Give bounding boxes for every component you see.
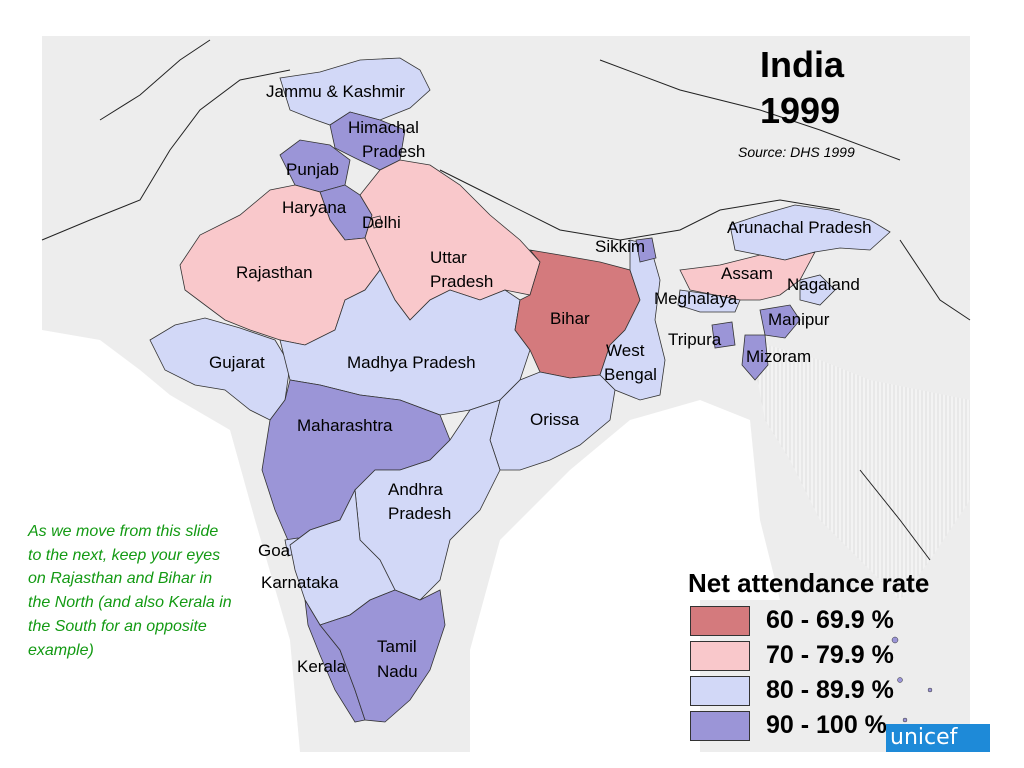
label-tripura: Tripura	[668, 330, 722, 349]
islands	[891, 636, 933, 723]
label-andhra-2: Pradesh	[388, 504, 452, 523]
label-west-2: Bengal	[604, 365, 657, 384]
state-sikkim[interactable]	[635, 237, 657, 263]
label-tamil-1: Tamil	[377, 637, 417, 656]
state-jammu-kashmir[interactable]	[279, 57, 431, 126]
label-karnataka: Karnataka	[261, 573, 339, 592]
label-andhra-1: Andhra	[388, 480, 443, 499]
legend-swatch	[690, 711, 750, 741]
state-meghalaya[interactable]	[677, 289, 741, 313]
map-title-line2: 1999	[760, 90, 841, 131]
label-himachal-2: Pradesh	[362, 142, 426, 161]
label-himachal-1: Himachal	[348, 118, 419, 137]
label-tamil-2: Nadu	[377, 662, 418, 681]
label-haryana: Haryana	[282, 198, 347, 217]
label-goa: Goa	[258, 541, 291, 560]
state-manipur[interactable]	[759, 304, 801, 339]
unicef-logo: unicef	[886, 724, 990, 752]
label-maharashtra: Maharashtra	[297, 416, 393, 435]
legend-label: 60 - 69.9 %	[766, 606, 894, 634]
arabian-sea	[42, 330, 300, 752]
commentary-note: As we move from this slide to the next, …	[28, 523, 232, 659]
label-gujarat: Gujarat	[209, 353, 265, 372]
legend-swatch	[690, 641, 750, 671]
label-punjab: Punjab	[286, 160, 339, 179]
label-kerala: Kerala	[297, 657, 347, 676]
legend-swatch	[690, 606, 750, 636]
state-tripura[interactable]	[711, 321, 736, 349]
state-tamil-nadu[interactable]	[319, 589, 446, 723]
legend-swatch	[690, 676, 750, 706]
label-bihar: Bihar	[550, 309, 590, 328]
label-mizoram: Mizoram	[746, 347, 812, 366]
label-nagaland: Nagaland	[787, 275, 860, 294]
country-borders	[41, 39, 971, 561]
label-arunachal: Arunachal Pradesh	[727, 218, 872, 237]
label-orissa: Orissa	[530, 410, 580, 429]
legend-label: 80 - 89.9 %	[766, 676, 894, 704]
label-delhi: Delhi	[362, 213, 401, 232]
label-assam: Assam	[721, 264, 773, 283]
bay-of-bengal	[470, 400, 780, 752]
legend-title: Net attendance rate	[688, 568, 930, 598]
state-delhi[interactable]	[371, 215, 383, 229]
state-west-bengal[interactable]	[599, 239, 666, 401]
label-madhya-pradesh: Madhya Pradesh	[347, 353, 476, 372]
label-sikkim: Sikkim	[595, 237, 646, 256]
label-rajasthan: Rajasthan	[236, 263, 313, 282]
label-uttar-2: Pradesh	[430, 272, 494, 291]
source-note: Source: DHS 1999	[738, 144, 855, 160]
label-uttar-1: Uttar	[430, 248, 467, 267]
label-meghalaya: Meghalaya	[654, 289, 738, 308]
state-mizoram[interactable]	[741, 334, 769, 381]
label-jammu-kashmir: Jammu & Kashmir	[266, 82, 405, 101]
label-west-1: West	[606, 341, 645, 360]
state-nagaland[interactable]	[799, 274, 836, 306]
legend-label: 90 - 100 %	[766, 711, 887, 739]
map-title-line1: India	[760, 44, 845, 85]
label-manipur: Manipur	[768, 310, 830, 329]
legend-label: 70 - 79.9 %	[766, 641, 894, 669]
